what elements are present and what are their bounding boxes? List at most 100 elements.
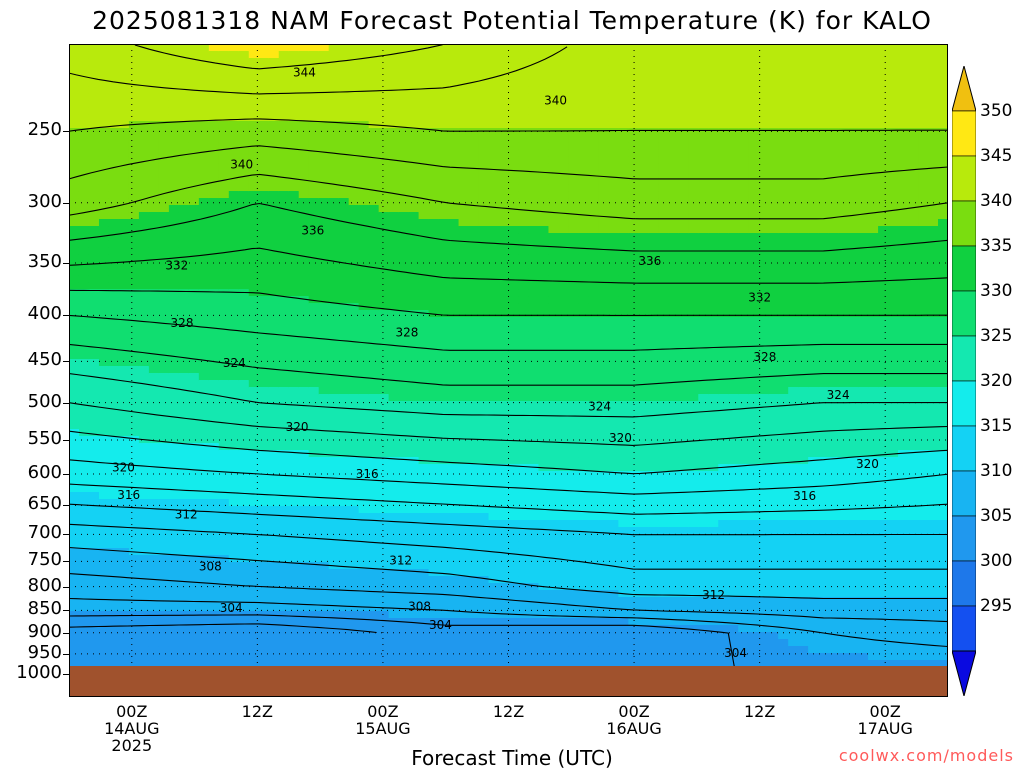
theta-cell bbox=[138, 65, 150, 73]
theta-cell bbox=[198, 555, 210, 563]
theta-cell bbox=[188, 128, 200, 136]
theta-cell bbox=[188, 135, 200, 143]
theta-cell bbox=[69, 226, 80, 234]
theta-cell bbox=[448, 660, 460, 668]
theta-cell bbox=[528, 142, 540, 150]
theta-cell bbox=[578, 464, 590, 472]
theta-cell bbox=[468, 58, 480, 66]
theta-cell bbox=[598, 219, 609, 227]
theta-cell bbox=[378, 569, 390, 577]
theta-cell bbox=[598, 422, 609, 430]
theta-cell bbox=[578, 632, 590, 640]
theta-cell bbox=[168, 632, 180, 640]
theta-cell bbox=[128, 135, 140, 143]
theta-cell bbox=[228, 268, 240, 276]
theta-cell bbox=[238, 359, 250, 367]
theta-cell bbox=[118, 415, 130, 423]
theta-cell bbox=[348, 415, 360, 423]
theta-cell bbox=[138, 618, 150, 626]
theta-cell bbox=[458, 261, 470, 269]
theta-cell bbox=[408, 289, 420, 297]
theta-cell bbox=[388, 485, 400, 493]
theta-cell bbox=[328, 254, 340, 262]
theta-cell bbox=[228, 625, 240, 633]
theta-cell bbox=[328, 44, 340, 52]
theta-cell bbox=[208, 555, 220, 563]
theta-cell bbox=[398, 107, 410, 115]
theta-cell bbox=[468, 107, 480, 115]
theta-cell bbox=[498, 646, 510, 654]
theta-cell bbox=[528, 380, 540, 388]
theta-cell bbox=[538, 310, 550, 318]
theta-cell bbox=[358, 415, 370, 423]
theta-cell bbox=[298, 51, 310, 59]
theta-cell bbox=[178, 499, 190, 507]
theta-cell bbox=[408, 205, 420, 213]
theta-cell bbox=[418, 289, 430, 297]
theta-cell bbox=[578, 352, 590, 360]
theta-cell bbox=[388, 212, 400, 220]
theta-cell bbox=[448, 604, 460, 612]
theta-cell bbox=[268, 415, 280, 423]
theta-cell bbox=[138, 184, 150, 192]
theta-cell bbox=[138, 163, 150, 171]
theta-cell bbox=[178, 408, 190, 416]
theta-cell bbox=[408, 401, 420, 409]
theta-cell bbox=[338, 128, 350, 136]
theta-cell bbox=[138, 471, 150, 479]
theta-cell bbox=[208, 107, 220, 115]
theta-cell bbox=[548, 275, 560, 283]
theta-cell bbox=[278, 100, 290, 108]
theta-cell bbox=[588, 380, 599, 388]
theta-cell bbox=[438, 429, 450, 437]
theta-cell bbox=[448, 359, 460, 367]
theta-cell bbox=[458, 198, 470, 206]
theta-cell bbox=[148, 275, 160, 283]
theta-cell bbox=[478, 191, 490, 199]
theta-cell bbox=[258, 345, 270, 353]
theta-cell bbox=[208, 198, 220, 206]
theta-cell bbox=[528, 513, 540, 521]
theta-cell bbox=[438, 471, 450, 479]
theta-cell bbox=[498, 408, 510, 416]
theta-cell bbox=[218, 58, 230, 66]
theta-cell bbox=[78, 485, 90, 493]
theta-cell bbox=[198, 513, 210, 521]
theta-cell bbox=[78, 443, 90, 451]
theta-cell bbox=[328, 233, 340, 241]
theta-cell bbox=[188, 58, 200, 66]
theta-cell bbox=[318, 254, 330, 262]
theta-cell bbox=[458, 219, 470, 227]
theta-cell bbox=[248, 653, 260, 661]
theta-cell bbox=[438, 121, 450, 129]
theta-cell bbox=[178, 380, 190, 388]
theta-cell bbox=[208, 58, 220, 66]
theta-cell bbox=[128, 170, 140, 178]
theta-cell bbox=[398, 548, 410, 556]
theta-cell bbox=[528, 275, 540, 283]
theta-cell bbox=[498, 170, 510, 178]
theta-cell bbox=[238, 583, 250, 591]
theta-cell bbox=[468, 618, 480, 626]
theta-cell bbox=[218, 261, 230, 269]
theta-cell bbox=[468, 317, 480, 325]
theta-cell bbox=[98, 450, 110, 458]
theta-cell bbox=[508, 44, 520, 52]
theta-cell bbox=[518, 51, 530, 59]
theta-cell bbox=[318, 240, 330, 248]
theta-cell bbox=[488, 198, 500, 206]
theta-cell bbox=[368, 142, 380, 150]
theta-cell bbox=[338, 632, 350, 640]
theta-cell bbox=[398, 135, 410, 143]
theta-cell bbox=[398, 555, 410, 563]
theta-cell bbox=[228, 58, 240, 66]
theta-cell bbox=[198, 268, 210, 276]
theta-cell bbox=[568, 268, 580, 276]
theta-cell bbox=[488, 219, 500, 227]
theta-cell bbox=[148, 639, 160, 647]
theta-cell bbox=[118, 436, 130, 444]
theta-cell bbox=[178, 282, 190, 290]
theta-cell bbox=[528, 597, 540, 605]
theta-cell bbox=[278, 373, 290, 381]
theta-cell bbox=[358, 93, 370, 101]
